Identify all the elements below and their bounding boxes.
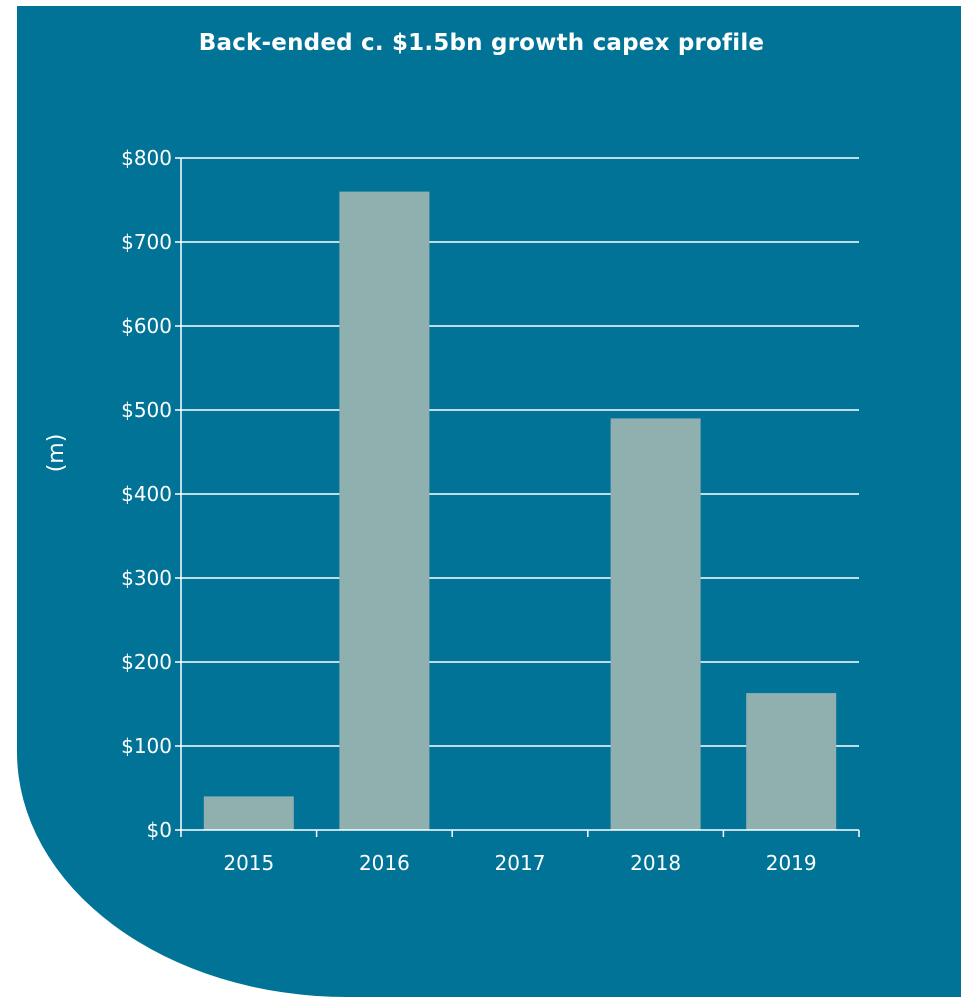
y-tick-label: $700 [121, 230, 172, 254]
y-tick-label: $600 [121, 314, 172, 338]
x-tick-label: 2015 [223, 851, 274, 875]
bar-2015 [203, 796, 294, 830]
x-tick-label: 2018 [630, 851, 681, 875]
bar-2019 [746, 693, 837, 830]
chart-panel [17, 6, 961, 997]
y-tick-label: $300 [121, 566, 172, 590]
x-tick-label: 2017 [495, 851, 546, 875]
chart-title: Back-ended c. $1.5bn growth capex profil… [198, 30, 765, 56]
y-tick-label: $400 [121, 482, 172, 506]
y-tick-label: $800 [121, 146, 172, 170]
x-tick-label: 2019 [766, 851, 817, 875]
y-tick-label: $0 [147, 818, 172, 842]
y-tick-label: $100 [121, 734, 172, 758]
y-axis-title: (m) [44, 434, 69, 473]
y-tick-label: $500 [121, 398, 172, 422]
x-tick-label: 2016 [359, 851, 410, 875]
y-tick-label: $200 [121, 650, 172, 674]
bar-2018 [610, 418, 701, 830]
bar-2016 [339, 191, 430, 831]
